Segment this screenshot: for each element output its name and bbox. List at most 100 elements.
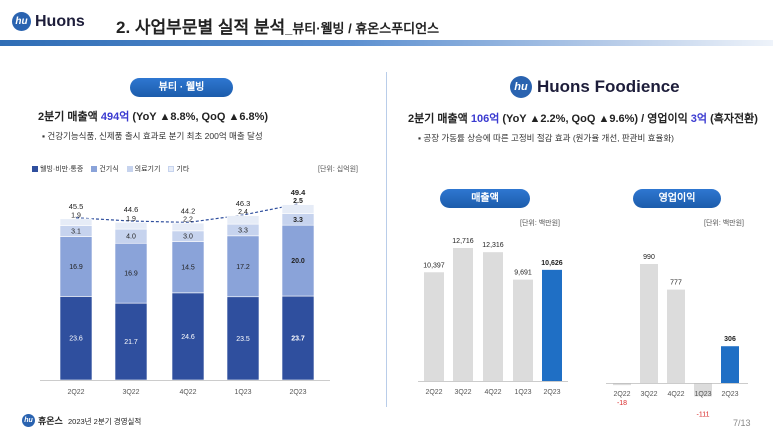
- bar-segment-4: [281, 204, 315, 214]
- legend-item-4: 기타: [168, 164, 189, 174]
- sales-pill: 매출액: [440, 189, 530, 208]
- x-tick-label: 4Q22: [179, 389, 196, 396]
- sales-value-label: 12,716: [452, 238, 474, 245]
- huons-logo-text: Huons: [35, 12, 85, 30]
- x-tick-label: 2Q22: [613, 391, 630, 398]
- legend-label-3: 의료기기: [134, 166, 161, 173]
- panel-divider: [386, 72, 387, 407]
- operating-profit-pill: 영업이익: [633, 189, 721, 208]
- bar-segment-2: [59, 236, 93, 297]
- bar-segment-1: [171, 292, 205, 381]
- x-tick-label: 4Q22: [484, 389, 501, 396]
- total-label: 44.2: [181, 206, 196, 215]
- legend-item-1: 웰빙·비만·통증: [32, 164, 83, 174]
- footer-logo: hu 휴온스: [22, 414, 63, 427]
- left-summary-prefix: 2분기 매출액: [38, 111, 101, 123]
- header-rule: [0, 40, 773, 46]
- sales-value-label: 12,316: [482, 242, 504, 249]
- right-summary: 2분기 매출액 106억 (YoY ▲2.2%, QoQ ▲9.6%) / 영업…: [408, 110, 758, 126]
- segment-label: 23.7: [291, 336, 305, 343]
- segment-label: 4.0: [126, 234, 136, 241]
- op-profit-value-label: 990: [643, 254, 655, 261]
- x-tick-label: 2Q22: [67, 389, 84, 396]
- op-profit-value-label: 306: [724, 336, 736, 343]
- huons-logo-icon: hu: [12, 12, 31, 31]
- segment-label: 20.0: [291, 258, 305, 265]
- segment-label: 17.2: [236, 264, 250, 271]
- bar-segment-1: [59, 296, 93, 381]
- bar-segment-4: [59, 218, 93, 226]
- bar-segment-4: [226, 215, 260, 225]
- bar-segment-1: [226, 296, 260, 381]
- total-label: 44.6: [124, 205, 139, 214]
- bar-segment-4: [171, 222, 205, 232]
- segment-label: 24.6: [181, 334, 195, 341]
- right-summary-value: 106억: [470, 113, 500, 125]
- right-summary-value2: 3억: [690, 113, 708, 125]
- beauty-wellbeing-pill: 뷰티 · 웰빙: [130, 78, 233, 97]
- foodience-logo-text: Huons Foodience: [537, 77, 680, 96]
- total-label: 46.3: [236, 199, 251, 208]
- segment-label: 3.3: [238, 227, 248, 234]
- segment-label: 23.6: [69, 336, 83, 343]
- op-profit-value-label: 777: [670, 280, 682, 287]
- stack-legend: 웰빙·비만·통증 건기식 의료기기 기타: [32, 164, 189, 174]
- legend-label-4: 기타: [176, 166, 190, 173]
- sales-bar: [424, 272, 444, 381]
- footer-text: 2023년 2분기 경영실적: [68, 417, 142, 426]
- right-summary-suffix: (흑자전환): [707, 113, 758, 125]
- segment-label: 2.2: [183, 217, 193, 224]
- sales-value-label: 9,691: [514, 270, 532, 277]
- right-summary-prefix: 2분기 매출액: [408, 113, 471, 125]
- legend-swatch-3: [126, 166, 133, 172]
- right-summary-mid: (YoY ▲2.2%, QoQ ▲9.6%) / 영업이익: [499, 113, 691, 125]
- foodience-logo-icon: hu: [510, 76, 532, 98]
- legend-swatch-2: [91, 166, 98, 172]
- legend-label-2: 건기식: [99, 166, 119, 173]
- sales-bar: [453, 248, 473, 381]
- sales-unit: [단위: 백만원]: [520, 220, 560, 227]
- segment-label: 1.9: [71, 212, 81, 219]
- segment-label: 21.7: [124, 339, 138, 346]
- foodience-logo: hu Huons Foodience: [510, 76, 680, 98]
- op-profit-bar: [694, 383, 712, 397]
- right-bullet: ▪ 공장 가동률 상승에 따른 고정비 절감 효과 (원가율 개선, 판관비 효…: [418, 133, 674, 143]
- bar-segment-2: [114, 242, 148, 304]
- segment-label: 3.1: [71, 229, 81, 236]
- left-summary-suffix: (YoY ▲8.8%, QoQ ▲6.8%): [129, 111, 269, 123]
- x-tick-label: 3Q22: [454, 389, 471, 396]
- x-tick-label: 2Q23: [543, 389, 560, 396]
- legend-item-2: 건기식: [91, 164, 119, 174]
- page-title-main: 2. 사업부문별 실적 분석: [116, 18, 286, 37]
- legend-swatch-1: [32, 166, 38, 172]
- sales-bar: [542, 269, 562, 381]
- x-tick-label: 1Q23: [514, 389, 531, 396]
- huons-logo: hu Huons: [12, 12, 85, 31]
- page-title-sub: _뷰티·웰빙 / 휴온스푸디언스: [285, 21, 440, 36]
- segment-label: 16.9: [124, 271, 138, 278]
- x-tick-label: 3Q22: [122, 389, 139, 396]
- page-number: 7/13: [733, 418, 751, 428]
- segment-label: 16.9: [69, 264, 83, 271]
- segment-label: 3.3: [293, 217, 303, 224]
- segment-label: 2.4: [238, 209, 248, 216]
- op-profit-bar: [721, 346, 739, 383]
- op-profit-bar: [613, 383, 631, 386]
- bar-segment-4: [114, 222, 148, 230]
- op-unit: [단위: 백만원]: [704, 220, 744, 227]
- sales-bar: [513, 279, 533, 381]
- total-label: 45.5: [69, 202, 84, 211]
- x-tick-label: 4Q22: [667, 391, 684, 398]
- x-tick-label: 1Q23: [234, 389, 251, 396]
- segment-label: 14.5: [181, 265, 195, 272]
- x-tick-label: 3Q22: [640, 391, 657, 398]
- left-summary: 2분기 매출액 494억 (YoY ▲8.8%, QoQ ▲6.8%): [38, 108, 268, 124]
- op-profit-value-label: -111: [697, 411, 710, 418]
- footer-logo-text: 휴온스: [38, 416, 63, 426]
- x-tick-label: 2Q23: [721, 391, 738, 398]
- bar-segment-2: [281, 224, 315, 297]
- x-tick-label: 1Q23: [694, 391, 711, 398]
- sales-bar: [483, 252, 503, 381]
- left-unit: [단위: 십억원]: [318, 166, 358, 173]
